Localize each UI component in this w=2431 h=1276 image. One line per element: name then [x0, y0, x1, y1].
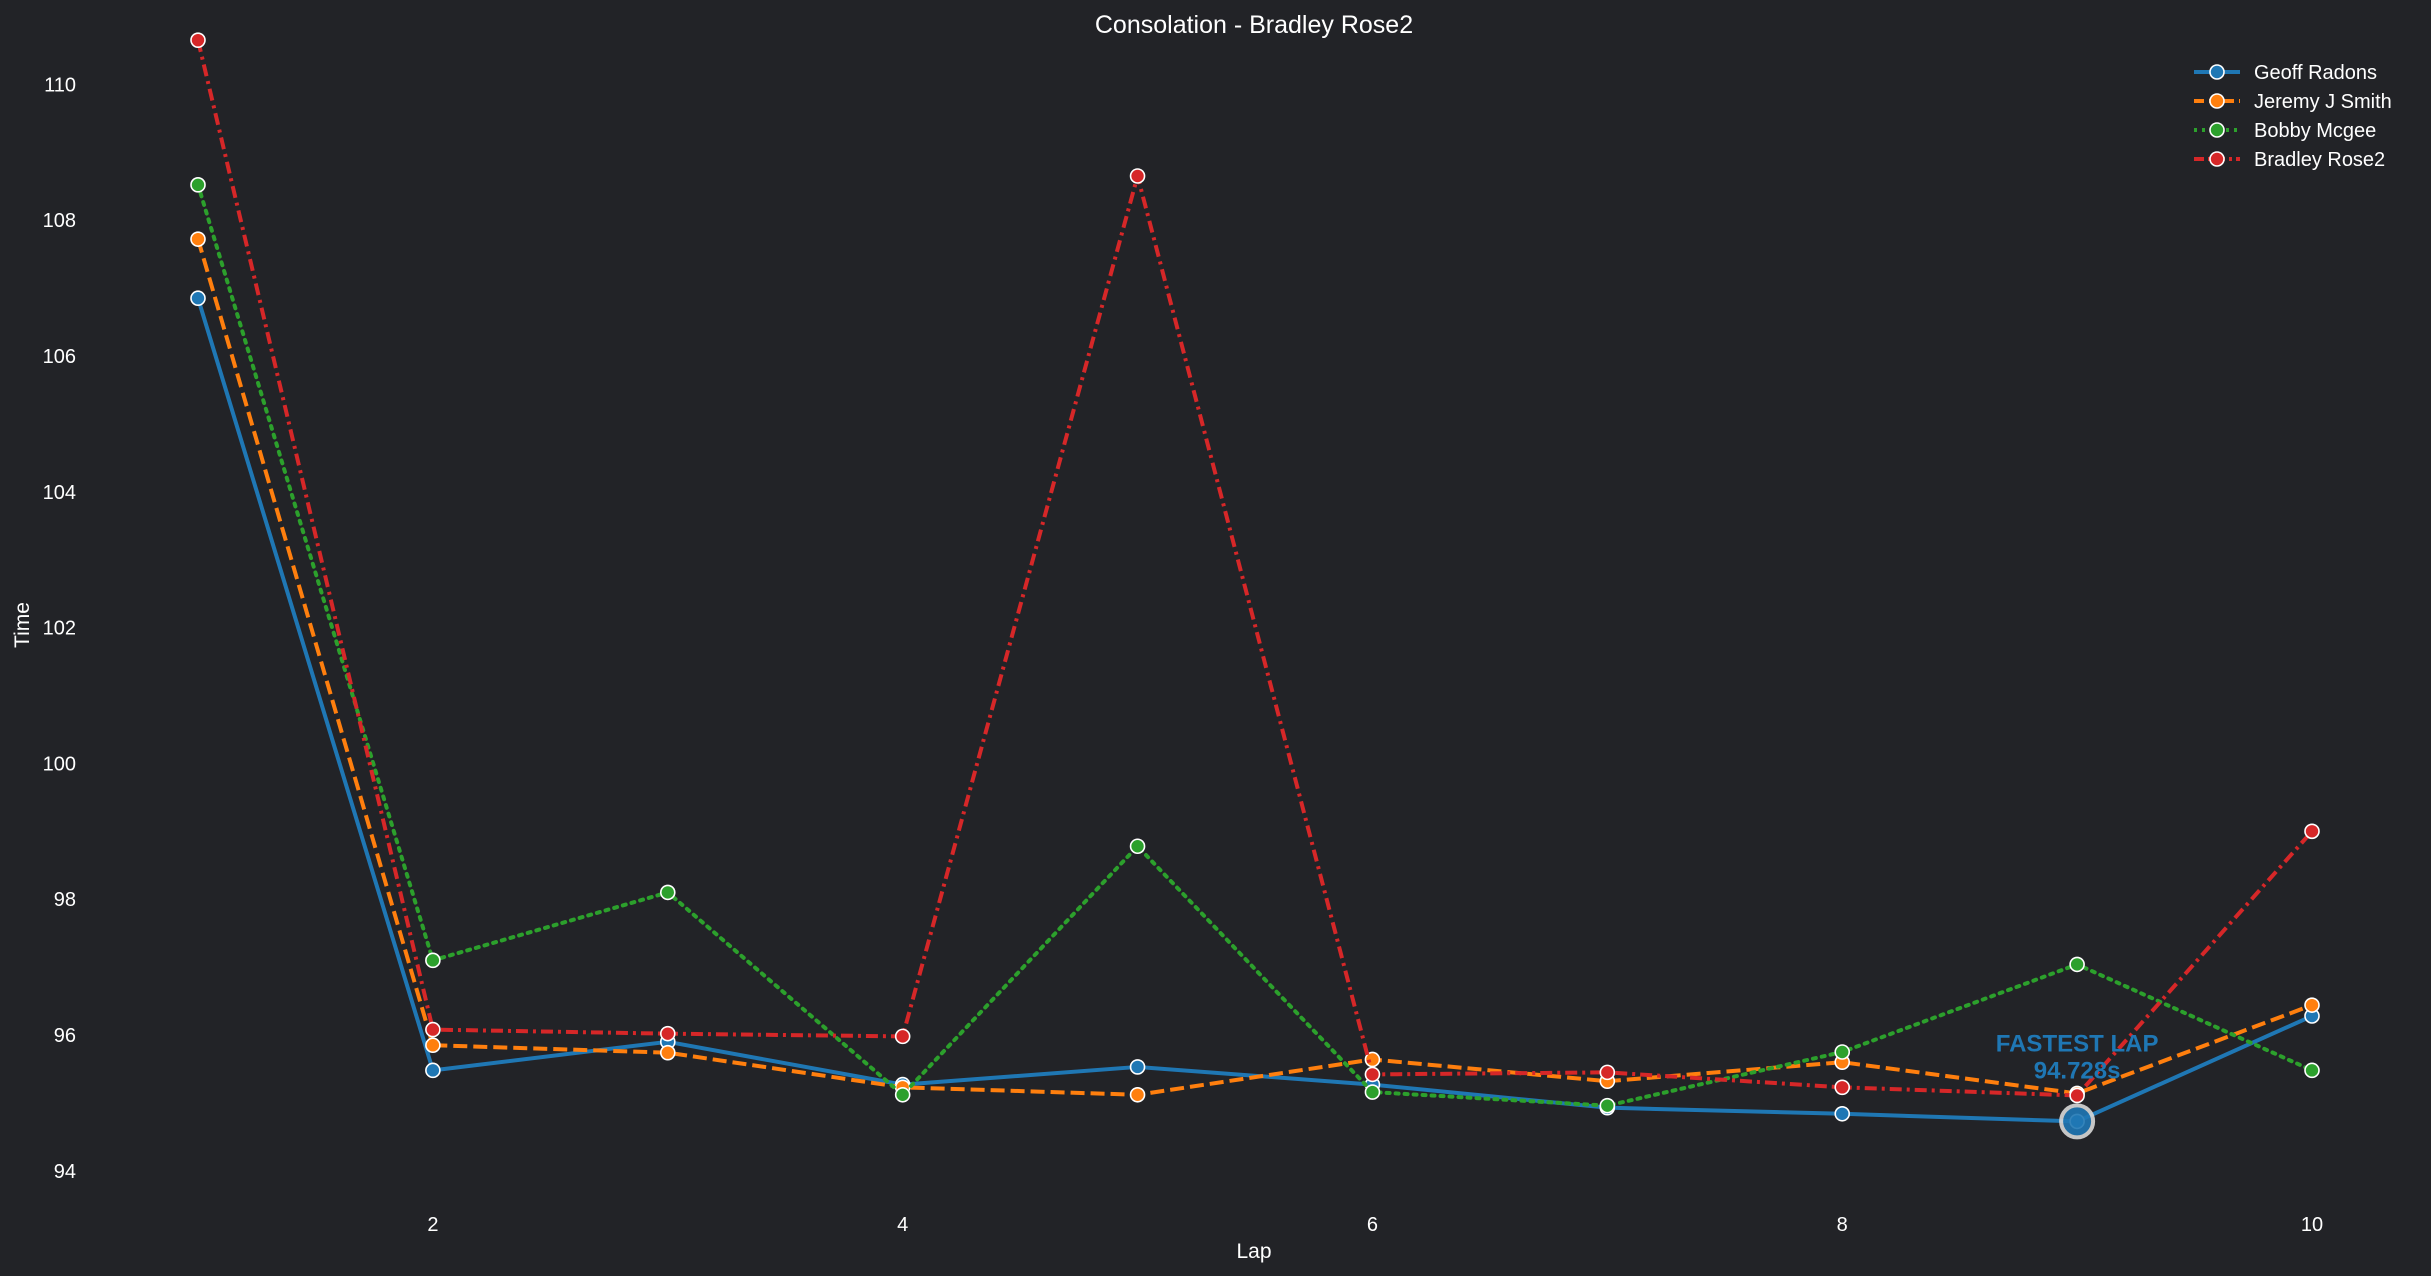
data-point — [659, 1025, 676, 1042]
fastest-lap-marker — [2059, 1103, 2096, 1140]
data-point — [1834, 1044, 1851, 1060]
legend-label: Jeremy J Smith — [2254, 91, 2392, 113]
data-point — [1599, 1097, 1616, 1114]
data-point — [2304, 1062, 2320, 1079]
data-point — [425, 1037, 441, 1054]
series-bobby-mcgee — [190, 177, 2320, 1114]
data-point — [1129, 1086, 1146, 1103]
data-point — [1129, 838, 1146, 855]
data-point — [1129, 1059, 1146, 1075]
data-point — [2069, 1087, 2085, 1104]
legend-marker — [2209, 151, 2225, 167]
legend-item: Bradley Rose2 — [2194, 149, 2385, 171]
data-point — [1364, 1084, 1381, 1100]
legend-marker — [2209, 64, 2225, 80]
data-point — [2069, 956, 2085, 973]
data-point — [1834, 1079, 1851, 1096]
legend-marker — [2209, 93, 2225, 109]
series-jeremy-j-smith — [190, 231, 2320, 1103]
legend: Geoff Radons Jeremy J Smith Bobby Mcgee Bra… — [2194, 62, 2392, 171]
series-line — [196, 238, 2313, 1097]
data-point — [190, 231, 206, 247]
legend-item: Geoff Radons — [2194, 62, 2377, 84]
y-axis-label: Time — [11, 602, 34, 648]
y-axis-ticks: 94 96 98 100 102 104 106 108 110 — [43, 74, 76, 1183]
data-point — [2304, 823, 2320, 840]
data-point — [190, 177, 206, 193]
x-axis-label: Lap — [1236, 1240, 1271, 1263]
data-point — [894, 1028, 911, 1045]
fastest-lap-label: FASTEST LAP — [1996, 1030, 2159, 1057]
y-tick-label: 98 — [54, 889, 76, 911]
data-point — [1364, 1051, 1381, 1068]
y-tick-label: 110 — [44, 74, 76, 96]
legend-item: Bobby Mcgee — [2194, 120, 2376, 142]
data-point — [425, 952, 441, 969]
data-point — [894, 1086, 911, 1103]
data-point — [659, 1044, 676, 1061]
series-line — [196, 182, 2314, 1108]
y-tick-label: 108 — [43, 210, 76, 232]
series-geoff-radons — [190, 290, 2320, 1130]
x-tick-label: 10 — [2301, 1214, 2323, 1236]
y-tick-label: 96 — [54, 1025, 76, 1047]
series-line — [196, 39, 2314, 1098]
chart-title: Consolation - Bradley Rose2 — [1095, 11, 1413, 39]
data-point — [1364, 1066, 1381, 1083]
legend-label: Bobby Mcgee — [2254, 120, 2376, 142]
y-tick-label: 106 — [43, 346, 76, 368]
data-point — [659, 884, 676, 901]
data-point — [1129, 168, 1146, 184]
legend-marker — [2209, 122, 2225, 138]
data-point — [425, 1062, 441, 1079]
y-tick-label: 104 — [43, 482, 76, 504]
data-point — [2304, 997, 2320, 1013]
y-tick-label: 100 — [43, 753, 76, 775]
data-point — [190, 32, 206, 48]
series-lines — [190, 32, 2320, 1130]
x-tick-label: 2 — [427, 1214, 438, 1236]
data-point — [190, 290, 206, 307]
x-axis-ticks: 2 4 6 8 10 — [427, 1214, 2323, 1236]
legend-label: Bradley Rose2 — [2254, 149, 2385, 171]
y-tick-label: 94 — [54, 1161, 76, 1183]
data-point — [1834, 1105, 1851, 1122]
x-tick-label: 6 — [1367, 1214, 1378, 1236]
data-point — [425, 1021, 441, 1038]
x-tick-label: 8 — [1837, 1214, 1848, 1236]
data-point — [1599, 1064, 1616, 1081]
legend-label: Geoff Radons — [2254, 62, 2377, 84]
legend-item: Jeremy J Smith — [2194, 91, 2392, 113]
y-tick-label: 102 — [43, 618, 76, 640]
x-tick-label: 4 — [897, 1214, 908, 1236]
fastest-lap-time: 94.728s — [2034, 1057, 2121, 1084]
series-line — [196, 297, 2313, 1124]
series-bradley-rose2 — [190, 32, 2320, 1104]
